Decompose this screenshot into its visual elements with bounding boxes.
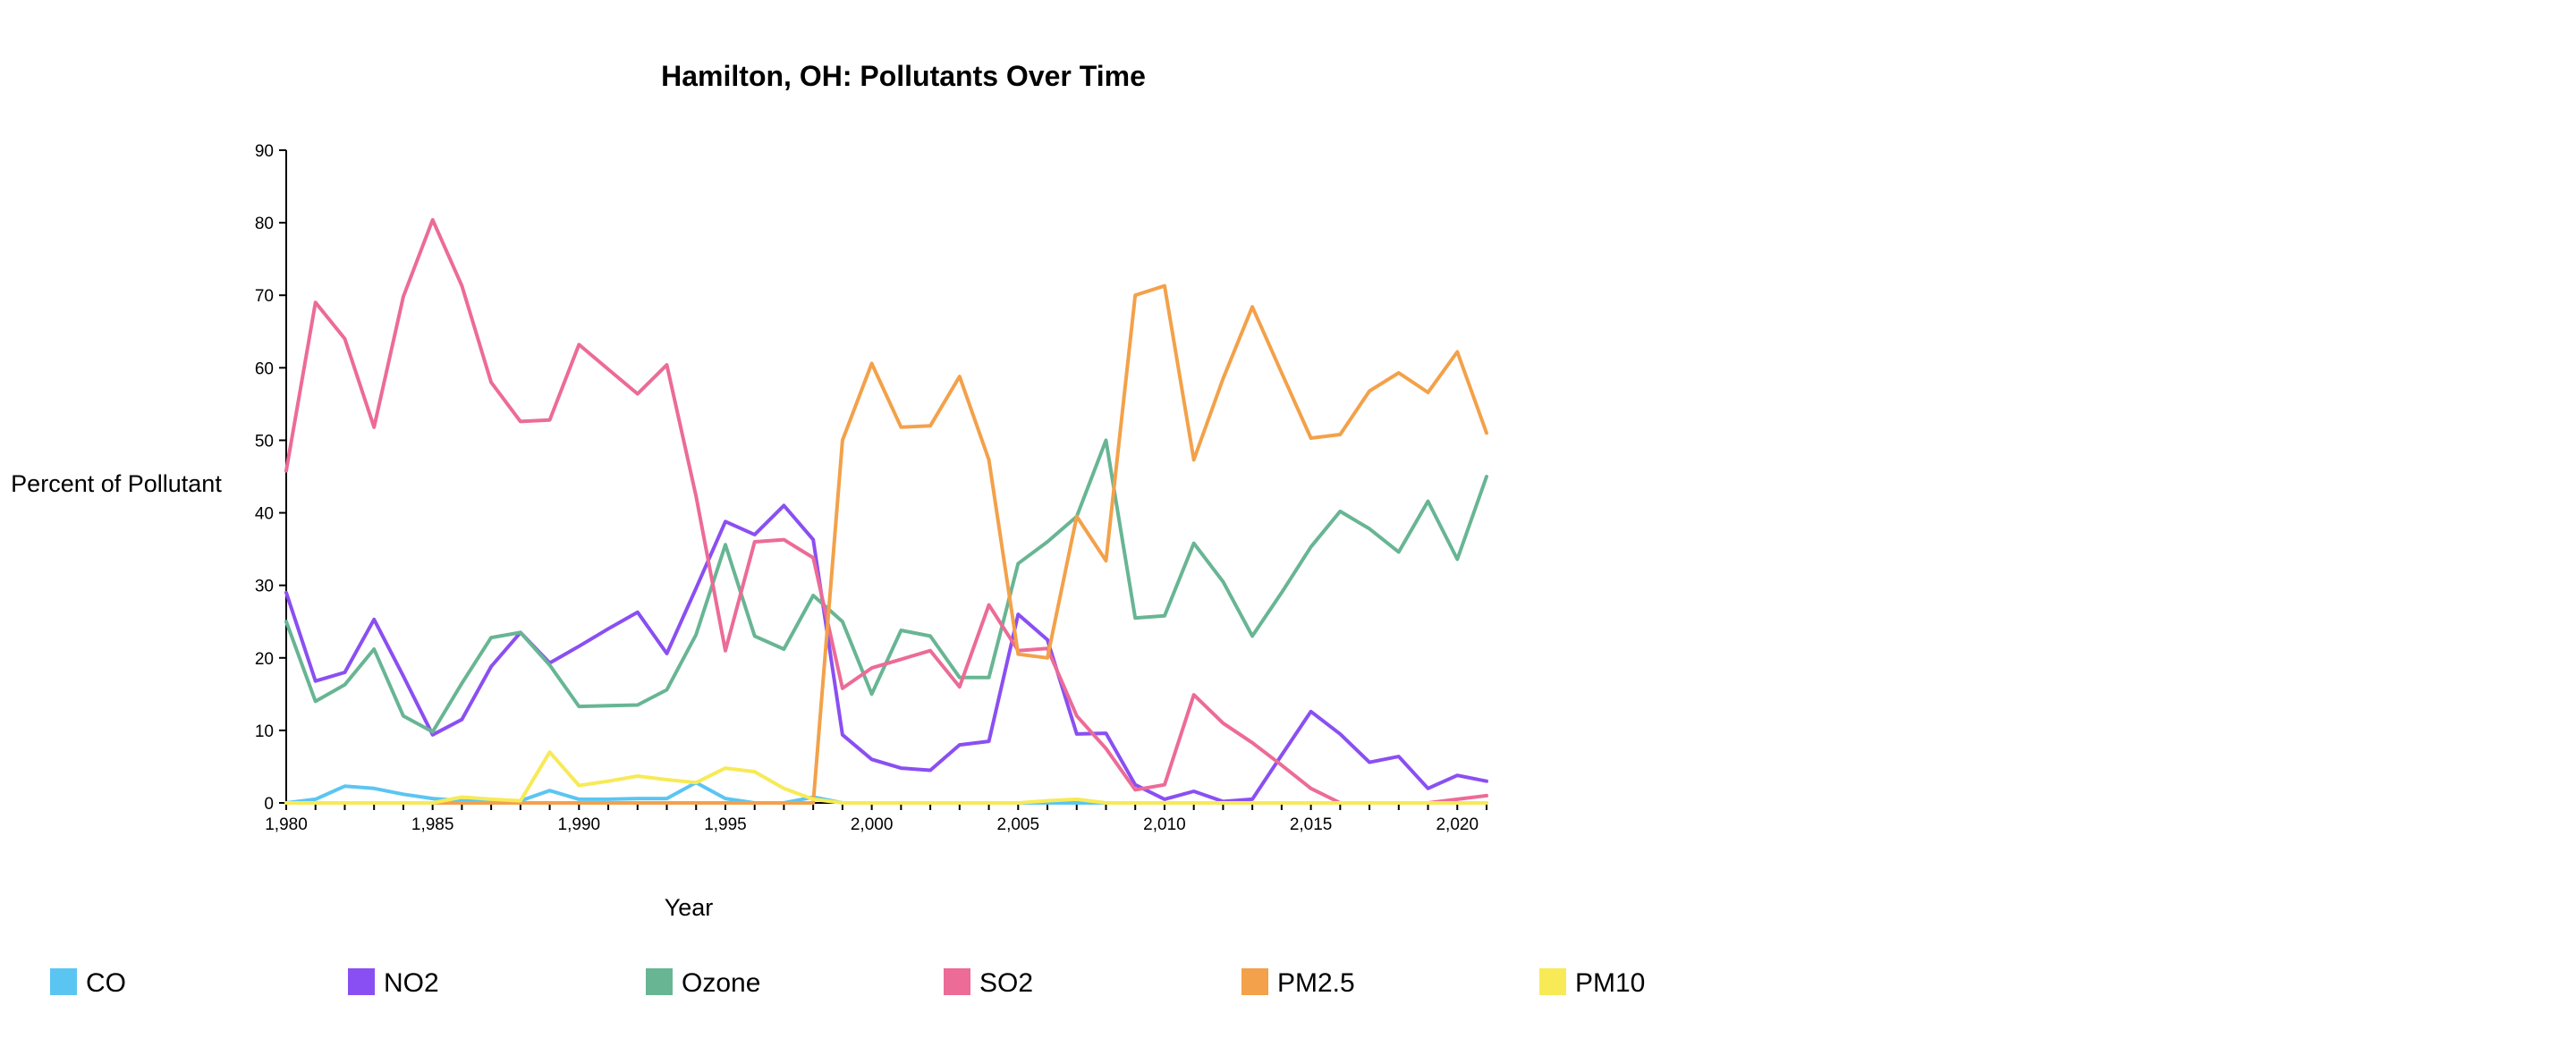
y-tick-label: 10 <box>255 722 274 741</box>
y-tick-label: 60 <box>255 359 274 378</box>
y-tick-label: 30 <box>255 578 274 596</box>
series-line-ozone <box>284 438 1488 734</box>
y-tick-label: 80 <box>255 215 274 233</box>
legend-swatch <box>348 968 375 995</box>
series-line-pm25 <box>284 283 1488 805</box>
legend-item-no2: NO2 <box>348 968 439 998</box>
x-tick-label: 1,995 <box>704 815 747 834</box>
series-line-pm10 <box>284 750 1488 805</box>
legend-label: PM2.5 <box>1277 968 1355 998</box>
legend-label: PM10 <box>1575 968 1645 998</box>
legend-swatch <box>1241 968 1268 995</box>
legend-item-pm25: PM2.5 <box>1241 968 1355 998</box>
x-tick-label: 2,000 <box>851 815 894 834</box>
y-tick-label: 70 <box>255 287 274 306</box>
legend-item-so2: SO2 <box>944 968 1033 998</box>
y-tick-label: 0 <box>264 795 274 814</box>
plot-area <box>284 217 1488 805</box>
x-tick-label: 1,985 <box>411 815 454 834</box>
legend-swatch <box>646 968 673 995</box>
x-tick-label: 2,015 <box>1290 815 1333 834</box>
legend-label: NO2 <box>384 968 439 998</box>
legend-label: SO2 <box>979 968 1033 998</box>
y-tick-label: 20 <box>255 650 274 669</box>
legend-item-pm10: PM10 <box>1539 968 1645 998</box>
legend-label: CO <box>86 968 126 998</box>
y-tick-label: 90 <box>255 142 274 161</box>
x-tick-label: 1,990 <box>558 815 601 834</box>
axes: 0 10 20 30 40 50 60 70 80 90 1,980 1,985 1,990 1,995 2… <box>255 142 1487 834</box>
x-tick-label: 2,010 <box>1143 815 1186 834</box>
chart-title: Hamilton, OH: Pollutants Over Time <box>661 60 1146 92</box>
x-tick-label: 2,020 <box>1436 815 1479 834</box>
y-tick-label: 40 <box>255 505 274 524</box>
legend: CO NO2 Ozone SO2 PM2.5 PM10 <box>50 968 1645 998</box>
legend-swatch <box>50 968 77 995</box>
y-tick-label: 50 <box>255 432 274 451</box>
legend-swatch <box>944 968 970 995</box>
legend-swatch <box>1539 968 1566 995</box>
legend-item-ozone: Ozone <box>646 968 760 998</box>
series-line-so2 <box>284 217 1488 805</box>
x-axis-label: Year <box>665 894 714 921</box>
legend-item-co: CO <box>50 968 126 998</box>
x-tick-label: 2,005 <box>997 815 1040 834</box>
y-axis-label: Percent of Pollutant <box>11 470 222 497</box>
x-tick-label: 1,980 <box>265 815 308 834</box>
series-line-no2 <box>284 503 1488 804</box>
legend-label: Ozone <box>682 968 760 998</box>
